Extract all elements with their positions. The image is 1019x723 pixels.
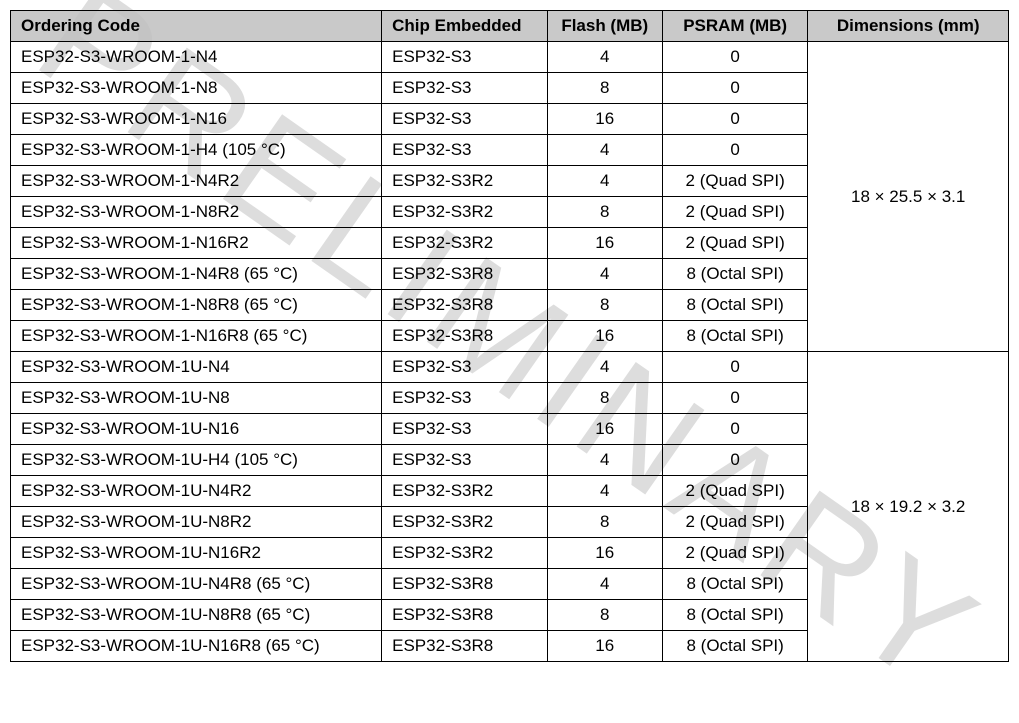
cell-flash: 8 — [547, 290, 662, 321]
table-row: ESP32-S3-WROOM-1U-N4ESP32-S34018 × 19.2 … — [11, 352, 1009, 383]
cell-psram: 2 (Quad SPI) — [662, 197, 807, 228]
cell-chip: ESP32-S3 — [382, 352, 547, 383]
cell-psram: 0 — [662, 414, 807, 445]
cell-psram: 8 (Octal SPI) — [662, 631, 807, 662]
cell-flash: 4 — [547, 259, 662, 290]
cell-ordering: ESP32-S3-WROOM-1-N16R2 — [11, 228, 382, 259]
cell-ordering: ESP32-S3-WROOM-1U-N4 — [11, 352, 382, 383]
cell-ordering: ESP32-S3-WROOM-1U-N16R2 — [11, 538, 382, 569]
cell-flash: 16 — [547, 538, 662, 569]
cell-ordering: ESP32-S3-WROOM-1U-H4 (105 °C) — [11, 445, 382, 476]
cell-flash: 4 — [547, 166, 662, 197]
cell-chip: ESP32-S3R2 — [382, 538, 547, 569]
cell-psram: 0 — [662, 104, 807, 135]
cell-flash: 4 — [547, 42, 662, 73]
cell-ordering: ESP32-S3-WROOM-1U-N4R8 (65 °C) — [11, 569, 382, 600]
cell-chip: ESP32-S3 — [382, 73, 547, 104]
cell-flash: 8 — [547, 73, 662, 104]
cell-psram: 0 — [662, 135, 807, 166]
cell-flash: 16 — [547, 321, 662, 352]
col-header-dimensions: Dimensions (mm) — [808, 11, 1009, 42]
cell-flash: 4 — [547, 476, 662, 507]
cell-psram: 2 (Quad SPI) — [662, 228, 807, 259]
cell-flash: 8 — [547, 600, 662, 631]
cell-ordering: ESP32-S3-WROOM-1U-N8R8 (65 °C) — [11, 600, 382, 631]
cell-psram: 2 (Quad SPI) — [662, 476, 807, 507]
cell-flash: 8 — [547, 383, 662, 414]
cell-psram: 8 (Octal SPI) — [662, 600, 807, 631]
cell-chip: ESP32-S3 — [382, 135, 547, 166]
cell-psram: 0 — [662, 73, 807, 104]
cell-flash: 8 — [547, 197, 662, 228]
cell-psram: 8 (Octal SPI) — [662, 290, 807, 321]
cell-chip: ESP32-S3R2 — [382, 197, 547, 228]
cell-psram: 2 (Quad SPI) — [662, 538, 807, 569]
cell-chip: ESP32-S3 — [382, 414, 547, 445]
cell-ordering: ESP32-S3-WROOM-1U-N4R2 — [11, 476, 382, 507]
cell-chip: ESP32-S3 — [382, 383, 547, 414]
col-header-ordering: Ordering Code — [11, 11, 382, 42]
cell-ordering: ESP32-S3-WROOM-1-N8 — [11, 73, 382, 104]
cell-flash: 4 — [547, 445, 662, 476]
cell-ordering: ESP32-S3-WROOM-1-N4 — [11, 42, 382, 73]
cell-ordering: ESP32-S3-WROOM-1-N8R2 — [11, 197, 382, 228]
cell-dimensions: 18 × 19.2 × 3.2 — [808, 352, 1009, 662]
cell-chip: ESP32-S3R8 — [382, 600, 547, 631]
cell-flash: 4 — [547, 135, 662, 166]
cell-ordering: ESP32-S3-WROOM-1-H4 (105 °C) — [11, 135, 382, 166]
cell-ordering: ESP32-S3-WROOM-1U-N16 — [11, 414, 382, 445]
cell-chip: ESP32-S3 — [382, 445, 547, 476]
cell-chip: ESP32-S3 — [382, 104, 547, 135]
cell-psram: 2 (Quad SPI) — [662, 166, 807, 197]
cell-psram: 0 — [662, 383, 807, 414]
cell-ordering: ESP32-S3-WROOM-1-N4R8 (65 °C) — [11, 259, 382, 290]
cell-chip: ESP32-S3 — [382, 42, 547, 73]
cell-ordering: ESP32-S3-WROOM-1-N16R8 (65 °C) — [11, 321, 382, 352]
cell-flash: 16 — [547, 414, 662, 445]
cell-ordering: ESP32-S3-WROOM-1-N8R8 (65 °C) — [11, 290, 382, 321]
cell-chip: ESP32-S3R8 — [382, 321, 547, 352]
cell-psram: 2 (Quad SPI) — [662, 507, 807, 538]
col-header-psram: PSRAM (MB) — [662, 11, 807, 42]
cell-psram: 0 — [662, 445, 807, 476]
cell-chip: ESP32-S3R2 — [382, 228, 547, 259]
table-header-row: Ordering Code Chip Embedded Flash (MB) P… — [11, 11, 1009, 42]
cell-chip: ESP32-S3R8 — [382, 290, 547, 321]
cell-flash: 16 — [547, 631, 662, 662]
cell-dimensions: 18 × 25.5 × 3.1 — [808, 42, 1009, 352]
cell-psram: 8 (Octal SPI) — [662, 259, 807, 290]
cell-flash: 4 — [547, 352, 662, 383]
col-header-flash: Flash (MB) — [547, 11, 662, 42]
cell-psram: 0 — [662, 352, 807, 383]
cell-psram: 0 — [662, 42, 807, 73]
cell-chip: ESP32-S3R2 — [382, 507, 547, 538]
cell-chip: ESP32-S3R8 — [382, 569, 547, 600]
cell-ordering: ESP32-S3-WROOM-1U-N8 — [11, 383, 382, 414]
table-body: ESP32-S3-WROOM-1-N4ESP32-S34018 × 25.5 ×… — [11, 42, 1009, 662]
cell-psram: 8 (Octal SPI) — [662, 321, 807, 352]
cell-ordering: ESP32-S3-WROOM-1U-N8R2 — [11, 507, 382, 538]
cell-chip: ESP32-S3R2 — [382, 476, 547, 507]
cell-chip: ESP32-S3R8 — [382, 631, 547, 662]
cell-flash: 16 — [547, 104, 662, 135]
table-row: ESP32-S3-WROOM-1-N4ESP32-S34018 × 25.5 ×… — [11, 42, 1009, 73]
cell-psram: 8 (Octal SPI) — [662, 569, 807, 600]
module-spec-table: Ordering Code Chip Embedded Flash (MB) P… — [10, 10, 1009, 662]
col-header-chip: Chip Embedded — [382, 11, 547, 42]
cell-ordering: ESP32-S3-WROOM-1-N4R2 — [11, 166, 382, 197]
cell-flash: 16 — [547, 228, 662, 259]
cell-chip: ESP32-S3R2 — [382, 166, 547, 197]
cell-chip: ESP32-S3R8 — [382, 259, 547, 290]
cell-flash: 4 — [547, 569, 662, 600]
cell-flash: 8 — [547, 507, 662, 538]
cell-ordering: ESP32-S3-WROOM-1U-N16R8 (65 °C) — [11, 631, 382, 662]
cell-ordering: ESP32-S3-WROOM-1-N16 — [11, 104, 382, 135]
